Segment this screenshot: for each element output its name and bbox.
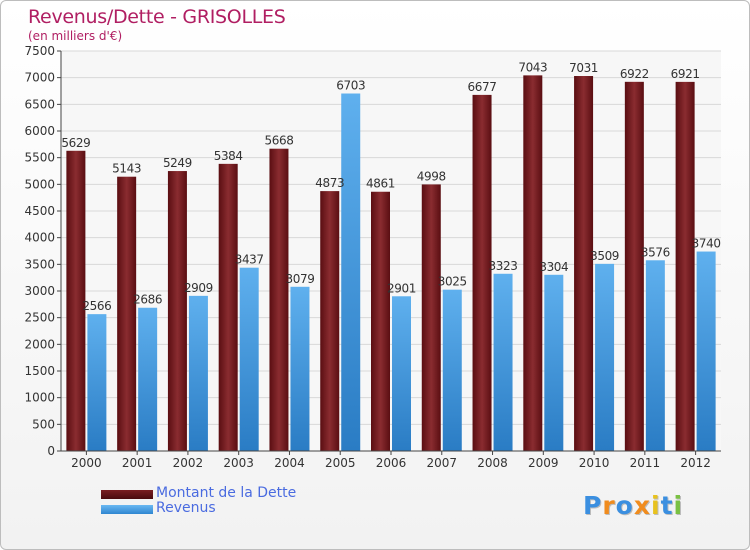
data-label-dette: 6921 bbox=[671, 67, 700, 81]
data-label-revenus: 6703 bbox=[336, 79, 365, 93]
y-tick-label: 5500 bbox=[24, 151, 55, 165]
y-tick-label: 2000 bbox=[24, 337, 55, 351]
y-tick-label: 500 bbox=[32, 417, 55, 431]
logo-letter: i bbox=[673, 491, 684, 520]
y-tick-label: 7500 bbox=[24, 44, 55, 58]
y-tick-label: 1000 bbox=[24, 391, 55, 405]
x-tick-label: 2010 bbox=[579, 456, 610, 470]
y-tick-label: 4000 bbox=[24, 231, 55, 245]
logo-letter: o bbox=[615, 491, 634, 520]
y-tick-label: 7000 bbox=[24, 71, 55, 85]
chart-subtitle: (en milliers d'€) bbox=[28, 29, 123, 43]
bar-dette bbox=[66, 150, 86, 451]
data-label-revenus: 2566 bbox=[82, 299, 111, 313]
logo-letter: i bbox=[651, 491, 661, 520]
bar-revenus bbox=[87, 314, 107, 451]
x-tick-label: 2012 bbox=[680, 456, 711, 470]
data-label-dette: 5629 bbox=[61, 136, 90, 150]
data-label-revenus: 3437 bbox=[235, 253, 264, 267]
legend-swatch-dette bbox=[101, 490, 153, 499]
legend-label-dette: Montant de la Dette bbox=[156, 485, 297, 501]
data-label-revenus: 3509 bbox=[590, 249, 619, 263]
bar-revenus bbox=[138, 307, 158, 451]
legend-label-revenus: Revenus bbox=[156, 500, 216, 516]
bar-dette bbox=[421, 184, 441, 451]
bar-dette bbox=[472, 94, 492, 451]
logo-letter: x bbox=[633, 491, 651, 520]
x-tick-label: 2006 bbox=[376, 456, 407, 470]
data-label-revenus: 2686 bbox=[133, 293, 162, 307]
bar-revenus bbox=[645, 260, 665, 451]
legend-swatch-revenus bbox=[101, 505, 153, 514]
bar-dette bbox=[624, 81, 644, 452]
plot-area bbox=[61, 51, 721, 451]
bar-dette bbox=[320, 191, 340, 451]
data-label-revenus: 2901 bbox=[387, 281, 416, 295]
data-label-revenus: 3740 bbox=[692, 237, 721, 251]
x-tick-label: 2001 bbox=[122, 456, 153, 470]
logo-letter: P bbox=[583, 491, 603, 520]
bar-dette bbox=[218, 163, 238, 451]
data-label-dette: 5249 bbox=[163, 156, 192, 170]
data-label-dette: 5668 bbox=[264, 134, 293, 148]
x-tick-label: 2011 bbox=[630, 456, 661, 470]
data-label-dette: 6677 bbox=[468, 80, 497, 94]
bar-dette bbox=[167, 171, 187, 451]
bar-revenus bbox=[696, 251, 716, 451]
data-label-revenus: 2909 bbox=[184, 281, 213, 295]
data-label-revenus: 3323 bbox=[489, 259, 518, 273]
data-label-revenus: 3576 bbox=[641, 245, 670, 259]
bar-dette bbox=[675, 81, 695, 451]
bar-revenus bbox=[493, 273, 513, 451]
bar-dette bbox=[574, 76, 594, 451]
bar-revenus bbox=[595, 263, 615, 451]
data-label-revenus: 3025 bbox=[438, 275, 467, 289]
x-tick-label: 2007 bbox=[426, 456, 457, 470]
x-tick-label: 2002 bbox=[173, 456, 204, 470]
x-tick-label: 2003 bbox=[223, 456, 254, 470]
x-tick-label: 2005 bbox=[325, 456, 356, 470]
data-label-dette: 4873 bbox=[315, 176, 344, 190]
y-tick-label: 3500 bbox=[24, 257, 55, 271]
chart-title: Revenus/Dette - GRISOLLES bbox=[28, 6, 286, 28]
bar-dette bbox=[523, 75, 543, 451]
logo-letter: t bbox=[660, 491, 674, 520]
y-tick-label: 4500 bbox=[24, 204, 55, 218]
x-tick-label: 2000 bbox=[71, 456, 102, 470]
y-tick-label: 2500 bbox=[24, 311, 55, 325]
y-tick-label: 1500 bbox=[24, 364, 55, 378]
bar-revenus bbox=[341, 93, 361, 452]
data-label-dette: 4998 bbox=[417, 169, 446, 183]
data-label-revenus: 3079 bbox=[285, 272, 314, 286]
bar-dette bbox=[371, 191, 390, 451]
bar-dette bbox=[117, 176, 137, 451]
logo-letter: r bbox=[602, 491, 616, 520]
y-tick-label: 5000 bbox=[24, 177, 55, 191]
bar-revenus bbox=[239, 267, 259, 451]
y-tick-label: 6500 bbox=[24, 97, 55, 111]
bar-revenus bbox=[442, 289, 462, 451]
data-label-dette: 5384 bbox=[214, 149, 243, 163]
y-tick-label: 3000 bbox=[24, 284, 55, 298]
bar-revenus bbox=[290, 286, 310, 451]
x-tick-label: 2004 bbox=[274, 456, 305, 470]
bar-dette bbox=[269, 148, 289, 451]
data-label-dette: 5143 bbox=[112, 162, 141, 176]
x-tick-label: 2009 bbox=[528, 456, 559, 470]
proxiti-logo: Proxiti bbox=[583, 491, 683, 520]
bar-revenus bbox=[544, 274, 564, 451]
bar-revenus bbox=[188, 295, 208, 451]
y-tick-label: 0 bbox=[47, 444, 55, 458]
data-label-dette: 4861 bbox=[366, 177, 395, 191]
data-label-dette: 7031 bbox=[569, 61, 598, 75]
data-label-dette: 6922 bbox=[620, 67, 649, 81]
y-tick-label: 6000 bbox=[24, 124, 55, 138]
data-label-revenus: 3304 bbox=[539, 260, 568, 274]
data-label-dette: 7043 bbox=[518, 60, 547, 74]
x-tick-label: 2008 bbox=[477, 456, 508, 470]
bar-revenus bbox=[392, 296, 411, 451]
